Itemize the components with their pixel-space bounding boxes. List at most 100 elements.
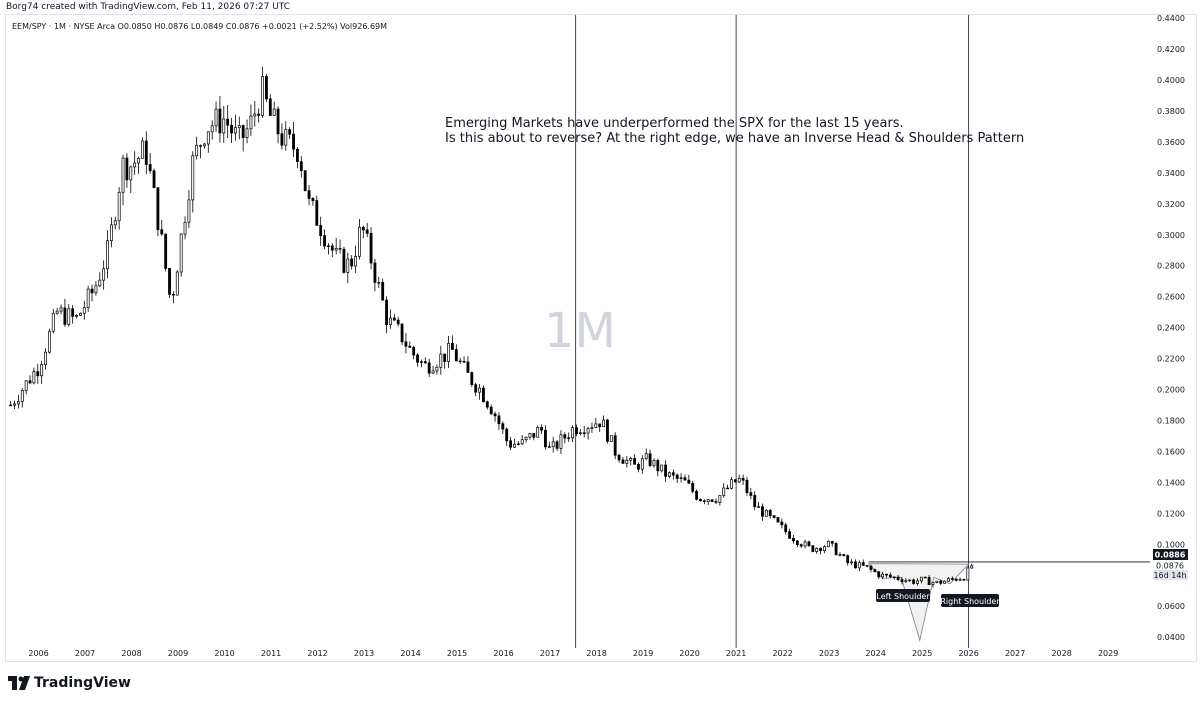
candle-down [392,317,396,321]
candle-down [160,229,164,235]
candle-down [544,429,547,448]
candle-down [733,479,737,483]
y-tick-label: 0.2400 [1157,324,1185,333]
candle-up [947,578,950,582]
candle-down [474,384,478,393]
candle-down [505,428,509,442]
y-tick-label: 0.2200 [1157,355,1185,364]
candle-down [451,343,454,350]
countdown-bg [1153,570,1188,580]
candle-down [811,545,815,552]
x-tick-label: 2013 [354,649,374,658]
annotation-text: Emerging Markets have underperformed the… [445,116,1024,146]
candle-down [563,434,567,439]
candle-up [327,245,330,247]
candle-down [288,129,292,135]
candle-down [404,341,408,347]
candle-down [296,148,299,162]
y-tick-label: 0.3200 [1157,200,1185,209]
annotation-line-2: Is this about to reverse? At the right e… [445,131,1024,146]
last-high-tag-bg [1153,549,1188,560]
candle-up [602,419,605,428]
y-tick-label: 0.3400 [1157,169,1185,178]
candle-down [582,432,586,434]
candle-down [381,282,385,301]
candle-down [466,361,470,373]
candle-down [458,360,462,363]
candle-down [509,440,512,448]
candle-down [385,299,388,326]
brand[interactable]: TradingView [8,674,131,692]
candle-up [420,361,423,363]
candle-down [923,576,927,579]
x-tick-label: 2017 [540,649,560,658]
candle-down [637,463,640,470]
candle-up [187,199,191,223]
candle-down [28,380,32,384]
candle-up [389,317,392,326]
candle-up [629,458,633,461]
x-tick-label: 2026 [958,649,978,658]
x-tick-label: 2025 [912,649,932,658]
x-tick-label: 2024 [865,649,885,658]
candle-down [171,294,175,296]
candle-down [485,401,489,408]
candle-down [416,354,419,363]
candle-down [702,500,706,502]
candle-up [261,76,264,116]
candle-up [935,580,939,583]
candle-down [633,458,636,465]
annotation-line-1: Emerging Markets have underperformed the… [445,116,904,131]
candle-down [276,108,280,135]
x-tick-label: 2014 [400,649,420,658]
candle-down [745,479,749,494]
y-tick-label: 0.3600 [1157,138,1185,147]
candle-up [78,312,82,316]
candle-down [776,517,780,523]
candle-up [764,509,768,517]
candle-up [970,565,974,569]
candle-down [303,170,307,191]
candle-up [578,432,582,435]
candle-down [555,441,559,449]
y-tick-label: 0.0400 [1157,633,1185,642]
candle-down [885,573,888,576]
candle-up [175,271,179,296]
candle-up [102,268,106,281]
candle-up [109,224,113,242]
candle-up [121,157,125,193]
candle-up [24,380,28,391]
candle-down [315,200,319,226]
candle-down [888,574,892,578]
candle-down [792,538,795,542]
x-tick-label: 2022 [772,649,792,658]
y-tick-label: 0.2600 [1157,293,1185,302]
candle-down [900,579,904,583]
candle-down [148,164,152,172]
candle-down [257,113,261,116]
candle-down [462,360,466,363]
candle-down [664,464,667,477]
candle-down [950,578,954,580]
candle-up [253,113,257,117]
candle-down [606,419,609,442]
candle-up [195,145,199,157]
y-tick-label: 0.2000 [1157,386,1185,395]
candle-up [815,547,819,552]
candle-down [241,125,245,138]
symbol-legend: EEM/SPY · 1M · NYSE Arca O0.0850 H0.0876… [12,22,388,31]
candle-down [323,235,326,247]
candle-down [954,578,958,581]
candle-up [113,220,117,226]
candle-down [156,187,160,231]
candle-up [706,499,710,502]
candle-down [299,161,303,172]
candle-down [152,170,156,188]
candle-up [943,580,947,584]
candle-down [780,521,784,526]
candle-up [346,258,350,273]
candle-up [524,436,528,441]
candle-down [749,492,753,496]
x-tick-label: 2019 [633,649,653,658]
